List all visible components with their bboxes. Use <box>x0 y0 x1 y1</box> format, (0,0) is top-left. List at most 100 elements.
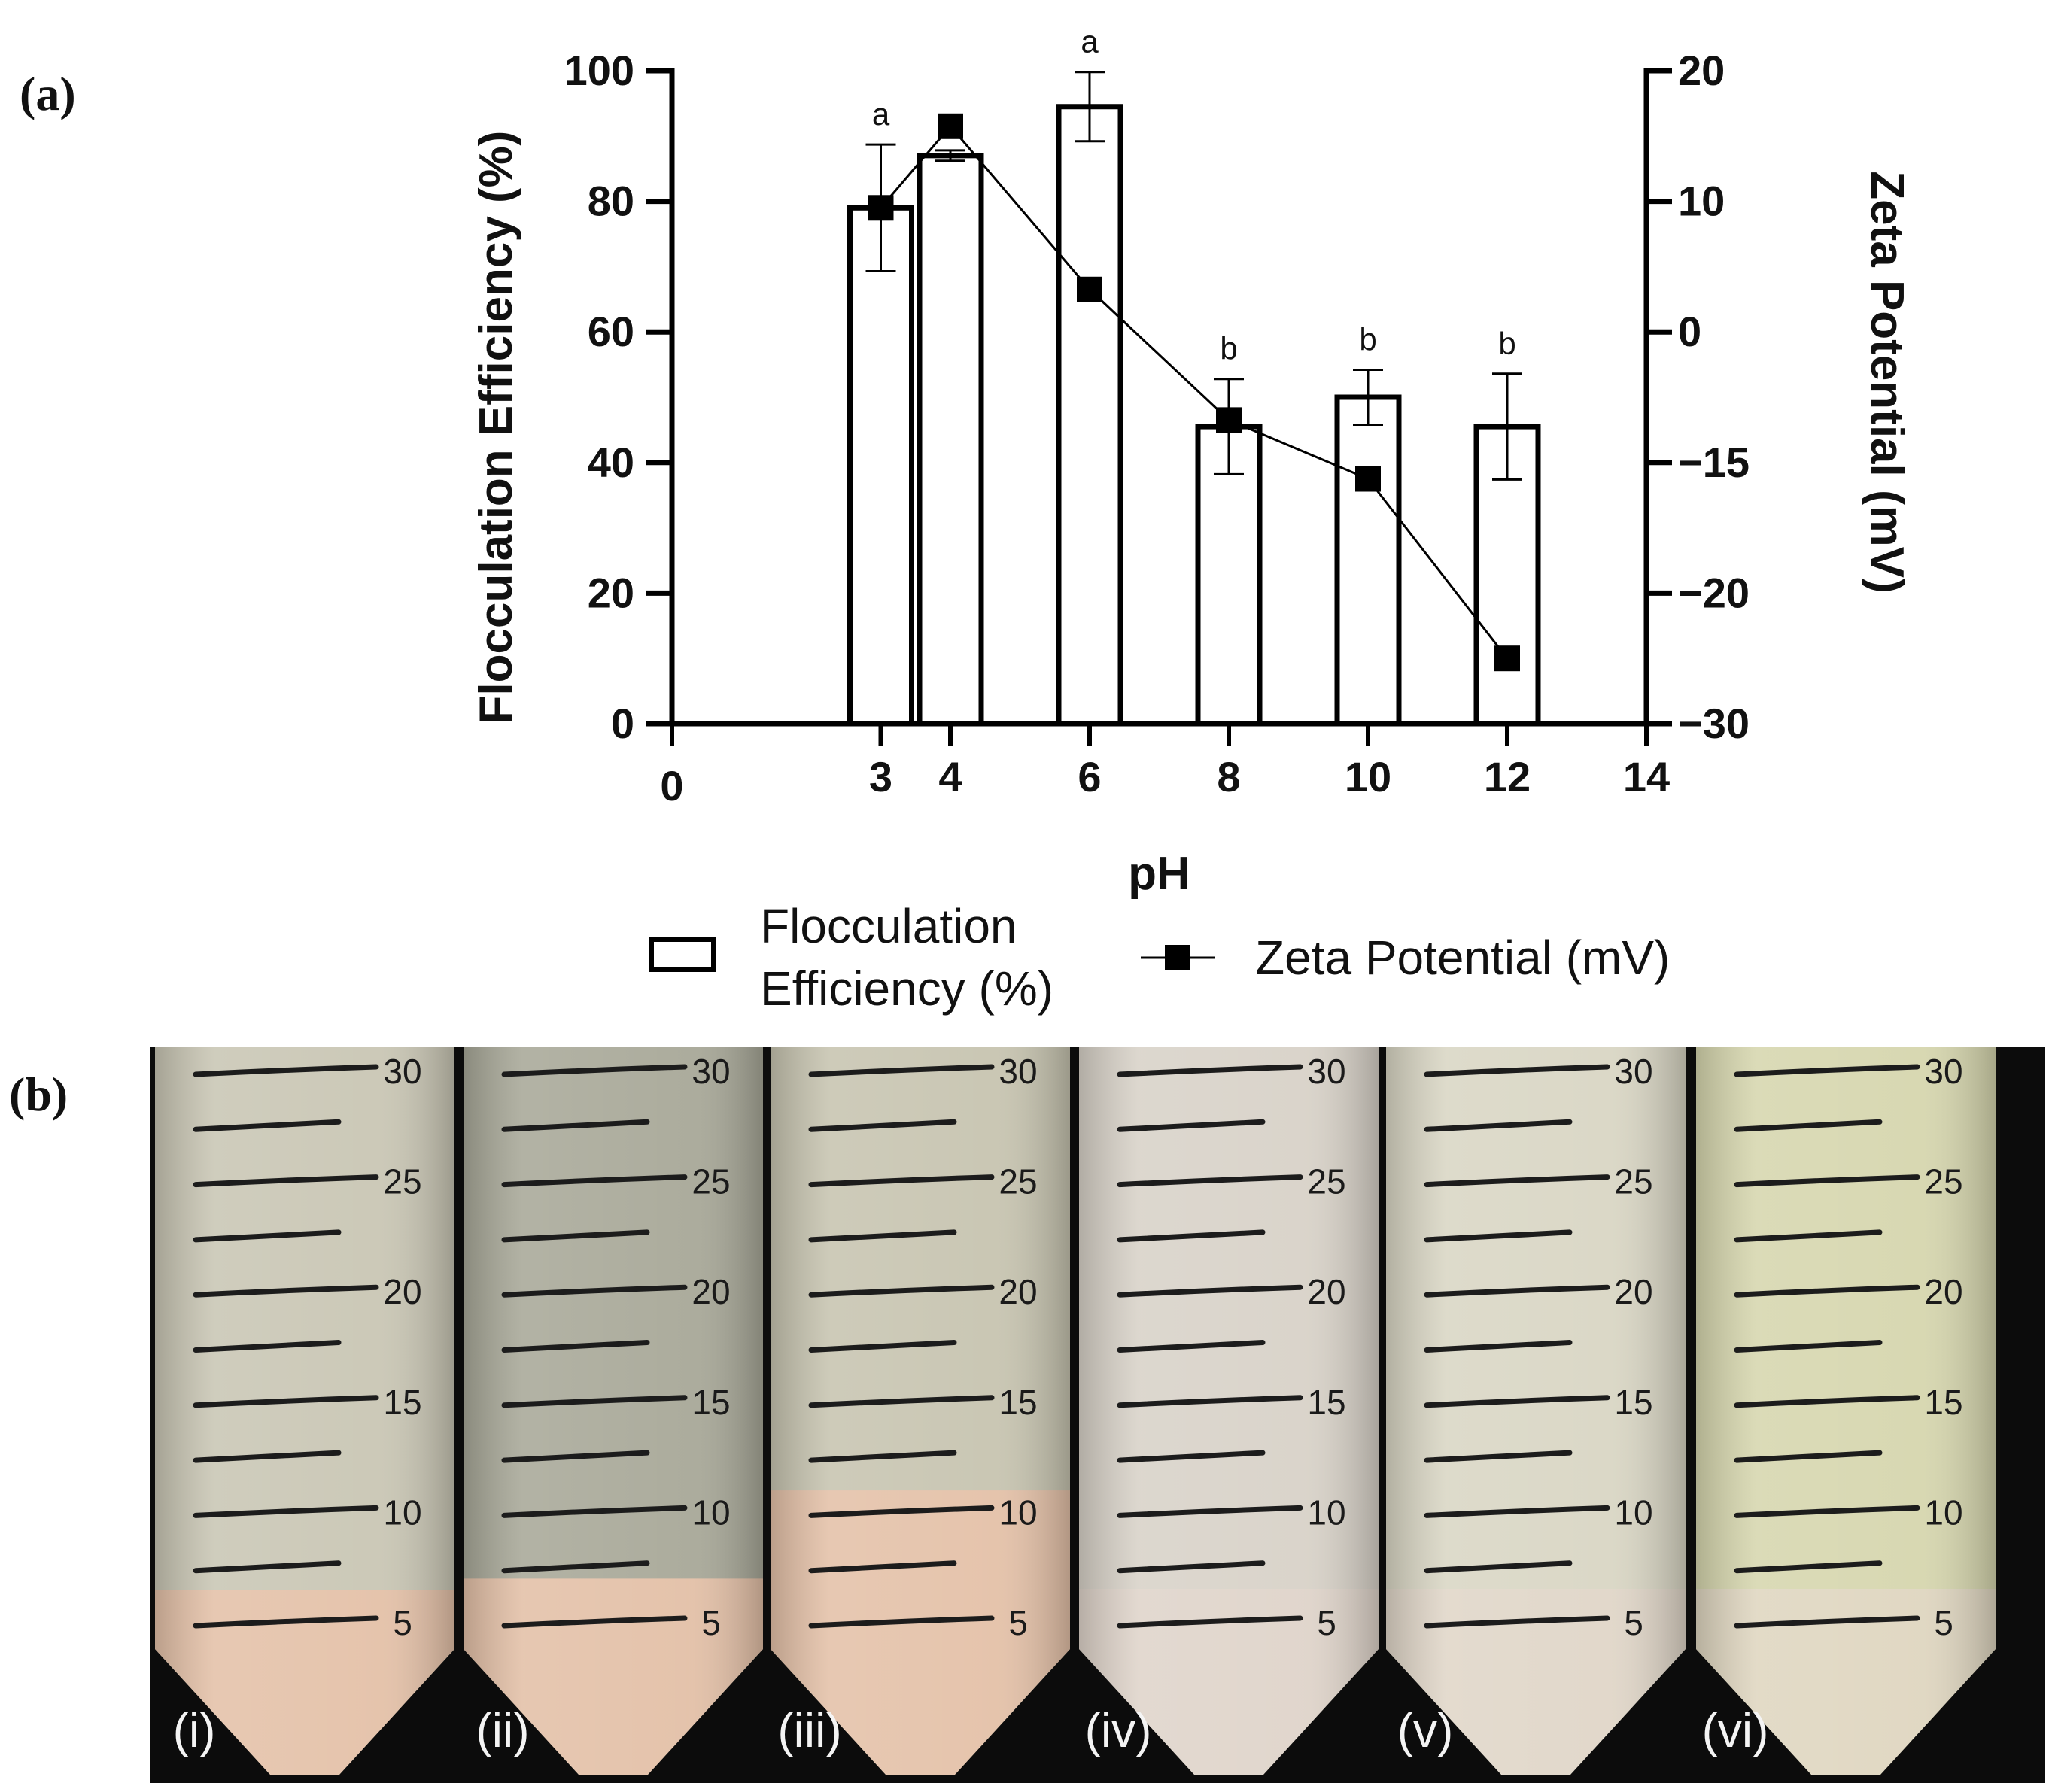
zeta-point-pH-6 <box>1077 276 1102 302</box>
significance-label-pH-3: a <box>872 96 890 132</box>
graduation-mark <box>1117 1064 1303 1077</box>
graduation-mark <box>1424 1395 1610 1408</box>
chart: aaabbb020406080100−30−20−150102003468101… <box>470 24 1913 1016</box>
tube-label-4: (iv) <box>1085 1703 1152 1757</box>
tube-6: 30 25 20 15 10 5 (vi) <box>1696 1047 1996 1775</box>
bar-pH-6 <box>1056 104 1123 727</box>
graduation-label-25: 25 <box>383 1162 421 1201</box>
graduation-label-5: 5 <box>1624 1603 1643 1642</box>
bar-pH-10 <box>1334 394 1402 727</box>
graduation-mark <box>1424 1119 1573 1132</box>
graduation-mark <box>1424 1340 1573 1353</box>
graduation-mark <box>193 1340 342 1353</box>
zeta-point-pH-4 <box>938 113 963 139</box>
graduation-mark <box>808 1505 995 1518</box>
tube-label-3: (iii) <box>777 1703 841 1757</box>
graduation-mark <box>501 1064 688 1077</box>
graduation-label-20: 20 <box>1614 1272 1652 1311</box>
graduation-mark <box>1734 1284 1920 1298</box>
graduation-label-30: 30 <box>1307 1052 1345 1091</box>
graduation-mark <box>193 1064 379 1077</box>
legend-label-flocculation-line2: Efficiency (%) <box>760 961 1053 1016</box>
graduation-mark <box>1117 1174 1303 1188</box>
graduation-mark <box>808 1615 995 1629</box>
graduation-label-30: 30 <box>692 1052 730 1091</box>
graduation-label-25: 25 <box>1307 1162 1345 1201</box>
graduation-label-10: 10 <box>1924 1493 1962 1532</box>
legend-label-flocculation-line1: Flocculation <box>760 899 1017 953</box>
y-left-tick-label-60: 60 <box>588 308 634 355</box>
graduation-mark <box>1424 1284 1610 1298</box>
tube-5: 30 25 20 15 10 5 (v) <box>1386 1047 1686 1775</box>
graduation-mark <box>1734 1560 1883 1574</box>
graduation-label-5: 5 <box>1008 1603 1028 1642</box>
y-right-tick-label-5: 20 <box>1678 47 1725 94</box>
graduation-mark <box>1117 1229 1266 1243</box>
bar-pH-3 <box>847 205 914 727</box>
graduation-label-30: 30 <box>1924 1052 1962 1091</box>
graduation-label-20: 20 <box>1307 1272 1345 1311</box>
tube-photo-panel: 30 25 20 15 10 5 (i) 30 25 20 15 10 5 (ii) 30 25 20 15 10 5… <box>150 1047 2045 1783</box>
graduation-mark <box>808 1450 957 1463</box>
graduation-mark <box>808 1229 957 1243</box>
graduation-label-15: 15 <box>692 1383 730 1422</box>
graduation-mark <box>1117 1450 1266 1463</box>
legend-label-zeta: Zeta Potential (mV) <box>1255 931 1670 985</box>
graduation-mark <box>193 1560 342 1574</box>
tube-shading <box>771 1047 1070 1775</box>
graduation-mark <box>1424 1615 1610 1629</box>
y-left-tick-label-40: 40 <box>588 439 634 486</box>
graduation-mark <box>1117 1395 1303 1408</box>
graduation-mark <box>193 1615 379 1629</box>
graduation-label-15: 15 <box>1307 1383 1345 1422</box>
graduation-mark <box>1734 1229 1883 1243</box>
graduation-mark <box>1117 1340 1266 1353</box>
graduation-mark <box>808 1395 995 1408</box>
graduation-label-25: 25 <box>999 1162 1037 1201</box>
graduation-mark <box>1424 1560 1573 1574</box>
tube-shading <box>1386 1047 1686 1775</box>
graduation-label-15: 15 <box>383 1383 421 1422</box>
graduation-mark <box>193 1505 379 1518</box>
graduation-mark <box>193 1229 342 1243</box>
graduation-label-20: 20 <box>1924 1272 1962 1311</box>
x-tick-label-4: 4 <box>938 753 962 800</box>
graduation-label-25: 25 <box>1924 1162 1962 1201</box>
graduation-mark <box>1424 1174 1610 1188</box>
panel-label-a: (a) <box>20 67 76 120</box>
graduation-mark <box>1424 1064 1610 1077</box>
graduation-mark <box>1734 1064 1920 1077</box>
graduation-label-10: 10 <box>692 1493 730 1532</box>
graduation-mark <box>808 1064 995 1077</box>
graduation-label-25: 25 <box>1614 1162 1652 1201</box>
graduation-mark <box>501 1615 688 1629</box>
y-left-tick-label-0: 0 <box>611 700 634 747</box>
graduation-mark <box>1117 1119 1266 1132</box>
tube-3: 30 25 20 15 10 5 (iii) <box>771 1047 1070 1775</box>
x-tick-label-3: 3 <box>869 753 892 800</box>
tube-label-1: (i) <box>173 1703 216 1757</box>
graduation-mark <box>808 1284 995 1298</box>
zeta-line <box>880 124 1509 660</box>
y-right-tick-label-3: 0 <box>1678 308 1701 355</box>
graduation-label-15: 15 <box>999 1383 1037 1422</box>
graduation-label-5: 5 <box>393 1603 412 1642</box>
graduation-mark <box>193 1119 342 1132</box>
y-left-tick-label-100: 100 <box>564 47 634 94</box>
x-axis-title: pH <box>1128 848 1190 900</box>
x-tick-label-10: 10 <box>1345 753 1391 800</box>
panel-label-b: (b) <box>9 1068 68 1121</box>
graduation-label-20: 20 <box>999 1272 1037 1311</box>
graduation-mark <box>808 1119 957 1132</box>
graduation-mark <box>193 1284 379 1298</box>
graduation-mark <box>1734 1395 1920 1408</box>
graduation-mark <box>501 1340 650 1353</box>
tube-label-5: (v) <box>1397 1703 1454 1757</box>
graduation-mark <box>501 1119 650 1132</box>
graduation-mark <box>808 1340 957 1353</box>
graduation-mark <box>501 1284 688 1298</box>
graduation-label-10: 10 <box>999 1493 1037 1532</box>
graduation-mark <box>501 1174 688 1188</box>
graduation-label-15: 15 <box>1614 1383 1652 1422</box>
